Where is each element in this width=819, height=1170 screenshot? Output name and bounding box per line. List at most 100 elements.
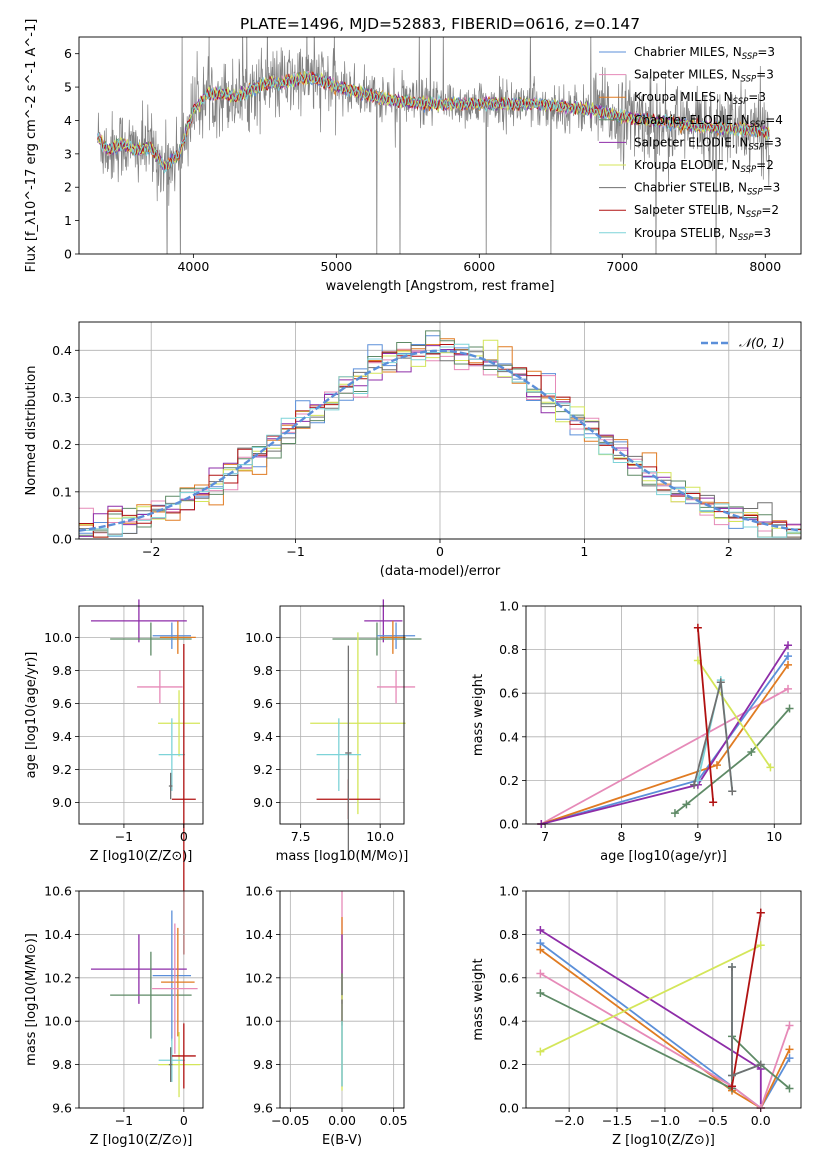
y-tick-label: 9.0 [253, 795, 273, 810]
data-point-marker [536, 1047, 545, 1056]
y-tick-label: 9.6 [253, 1101, 273, 1116]
spectrum-plot: 4000 5000 6000 7000 8000 0 1 2 3 4 5 6 wavelength [A… [24, 19, 802, 294]
x-tick-label: 7 [541, 829, 549, 844]
y-tick-label: 10.0 [245, 630, 273, 645]
x-axis-label: (data-model)/error [380, 564, 501, 579]
data-point-marker [536, 988, 545, 997]
data-point-marker [784, 684, 793, 693]
figure-title: PLATE=1496, MJD=52883, FIBERID=0616, z=0… [240, 15, 640, 33]
axes-frame [78, 605, 204, 825]
x-axis-label: Z [log10(Z/Z⊙)] [612, 1133, 715, 1148]
data-point-marker [693, 623, 702, 632]
legend-label: Salpeter STELIB, NSSP=2 [634, 203, 779, 220]
x-axis-label: Z [log10(Z/Z⊙)] [90, 1133, 193, 1148]
legend-label: Salpeter MILES, NSSP=3 [634, 68, 774, 85]
axes-frame [525, 605, 802, 825]
legend-label: Chabrier STELIB, NSSP=3 [634, 181, 780, 198]
x-tick-label: 10.0 [366, 829, 394, 844]
x-tick-label: 2 [725, 544, 733, 559]
y-tick-label: 9.8 [253, 663, 273, 678]
data-point-marker [756, 908, 765, 917]
y-tick-label: 1.0 [499, 599, 519, 614]
x-axis-label: age [log10(age/yr)] [600, 849, 727, 864]
series-line-salpeter-miles [539, 972, 791, 1110]
age-vs-mass-plot: 7.5 10.0 9.0 9.2 9.4 9.6 9.8 10.0 mass [log10(M/… [245, 599, 422, 864]
y-tick-label: 6 [64, 46, 72, 61]
x-tick-label: −0.05 [271, 1113, 309, 1128]
x-tick-label: −1 [115, 829, 133, 844]
legend-label: Kroupa MILES, NSSP=3 [634, 90, 766, 107]
y-tick-label: 5 [64, 80, 72, 95]
y-tick-label: 0 [64, 247, 72, 262]
y-tick-label: 0.0 [499, 817, 519, 832]
x-tick-label: 1 [580, 544, 588, 559]
y-tick-label: 0.6 [499, 970, 519, 985]
legend-label: Chabrier MILES, NSSP=3 [634, 45, 775, 62]
data-point-marker [785, 1054, 794, 1063]
x-tick-label: −2.0 [554, 1113, 584, 1128]
data-point-marker [709, 798, 718, 807]
data-point-marker [536, 926, 545, 935]
x-tick-label: 9 [694, 829, 702, 844]
x-tick-label: −1.0 [650, 1113, 680, 1128]
data-point-marker [728, 962, 737, 971]
y-tick-label: 0.0 [499, 1101, 519, 1116]
data-point-marker [536, 969, 545, 978]
x-tick-label: −1.5 [602, 1113, 632, 1128]
data-point-marker [682, 800, 691, 809]
age-vs-metallicity-plot: −1 0 9.0 9.2 9.4 9.6 9.8 10.0 Z [log10(Z/Z⊙)] age… [24, 599, 204, 955]
histogram-step-kroupa-stelib [79, 343, 801, 538]
y-axis-label: age [log10(age/yr)] [24, 652, 39, 779]
x-tick-label: 7000 [606, 259, 638, 274]
y-tick-label: 9.4 [52, 729, 72, 744]
y-axis-label: mass [log10(M/M⊙)] [24, 933, 39, 1066]
y-tick-label: 9.2 [52, 762, 72, 777]
series-line-salpeter-stelib [697, 627, 715, 803]
y-tick-label: 10.0 [245, 1014, 273, 1029]
spectrum-legend: Chabrier MILES, NSSP=3 Salpeter MILES, NS… [599, 45, 783, 243]
data-point-marker [756, 941, 765, 950]
data-point-marker [747, 748, 756, 757]
series-line-kroupa-elodie [540, 944, 762, 1053]
legend-label: 𝒩(0, 1) [739, 335, 785, 350]
x-tick-label: 0.0 [751, 1113, 771, 1128]
x-tick-label: 6000 [463, 259, 495, 274]
y-tick-label: 9.0 [52, 795, 72, 810]
data-point-marker [716, 678, 725, 687]
data-point-marker [784, 660, 793, 669]
x-tick-label: −2 [142, 544, 160, 559]
mass-weight-vs-age-plot: 7 8 9 10 0.0 0.2 0.4 0.6 0.8 1.0 age [log10(age/yr… [471, 599, 802, 864]
spectrum-lines [97, 37, 770, 254]
y-tick-label: 0.1 [52, 484, 72, 499]
data-point-marker [728, 1082, 737, 1091]
axes-frame [78, 36, 802, 255]
x-axis-label: E(B-V) [322, 1133, 362, 1148]
data-point-marker [690, 780, 699, 789]
data-point-marker [785, 1045, 794, 1054]
legend-label: Kroupa STELIB, NSSP=3 [634, 226, 771, 243]
y-tick-label: 9.2 [253, 762, 273, 777]
y-tick-label: 10.0 [44, 630, 72, 645]
legend-label: Salpeter ELODIE, NSSP=3 [634, 135, 782, 152]
x-tick-label: 0.05 [380, 1113, 408, 1128]
y-tick-label: 0.2 [499, 1057, 519, 1072]
y-tick-label: 10.4 [44, 927, 72, 942]
y-tick-label: 9.4 [253, 729, 273, 744]
y-tick-label: 0.6 [499, 686, 519, 701]
y-tick-label: 0.2 [52, 437, 72, 452]
normal-distribution-curve [78, 349, 802, 532]
x-axis-label: mass [log10(M/M⊙)] [276, 849, 409, 864]
x-tick-label: 0 [180, 1113, 188, 1128]
y-tick-label: 10.0 [44, 1014, 72, 1029]
legend-label: Chabrier ELODIE, NSSP=4 [634, 113, 783, 130]
data-point-marker [766, 763, 775, 772]
x-tick-label: 4000 [177, 259, 209, 274]
x-tick-label: −1 [286, 544, 304, 559]
y-tick-label: 0.4 [499, 729, 519, 744]
data-point-marker [536, 945, 545, 954]
data-point-marker [728, 787, 737, 796]
x-tick-label: 7.5 [291, 829, 311, 844]
y-tick-label: 2 [64, 180, 72, 195]
series-line-salpeter-elodie [541, 644, 789, 825]
